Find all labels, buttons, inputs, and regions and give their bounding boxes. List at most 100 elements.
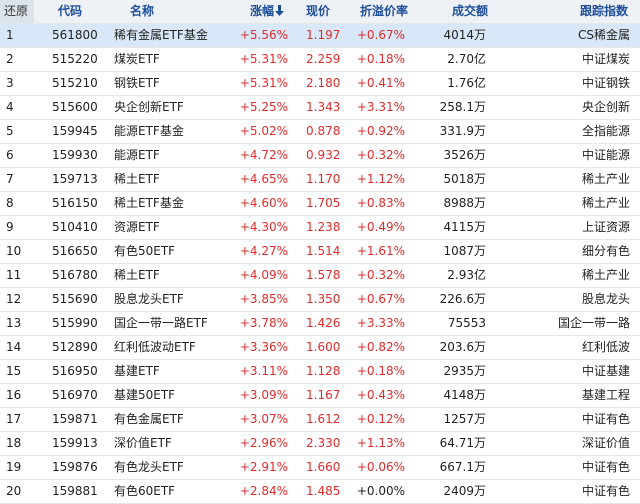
premium: +0.12% <box>356 412 405 426</box>
change: +3.07% <box>239 412 288 426</box>
table-row[interactable]: 14 512890 红利低波动ETF +3.36% 1.600 +0.82% 203.6万 红… <box>0 336 640 360</box>
index: 10 <box>6 244 22 258</box>
change: +4.30% <box>239 220 288 234</box>
table-row[interactable]: 20 159881 有色60ETF +2.84% 1.485 +0.00% 2409万 中证有… <box>0 480 640 504</box>
premium: +0.32% <box>356 148 405 162</box>
turnover: 75553 <box>447 316 486 330</box>
table-row[interactable]: 3 515210 钢铁ETF +5.31% 2.180 +0.41% 1.76亿 中证钢铁 <box>0 72 640 96</box>
tracking-index: 红利低波 <box>581 340 630 354</box>
table-row[interactable]: 4 515600 央企创新ETF +5.25% 1.343 +3.31% 258.1万 央企创… <box>0 96 640 120</box>
table-row[interactable]: 6 159930 能源ETF +4.72% 0.932 +0.32% 3526万 中证能源 <box>0 144 640 168</box>
index: 8 <box>6 196 14 210</box>
price: 1.705 <box>306 196 341 210</box>
turnover: 4014万 <box>443 28 486 42</box>
tracking-index: 中证钢铁 <box>581 76 630 90</box>
price: 1.578 <box>306 268 341 282</box>
price: 0.932 <box>306 148 341 162</box>
table-row[interactable]: 17 159871 有色金属ETF +3.07% 1.612 +0.12% 1257万 中证有… <box>0 408 640 432</box>
tracking-index: 稀土产业 <box>581 268 630 282</box>
header-change[interactable]: 涨幅 <box>250 0 284 23</box>
name: 稀土ETF <box>114 268 160 282</box>
table-row[interactable]: 5 159945 能源ETF基金 +5.02% 0.878 +0.92% 331.9万 全指能… <box>0 120 640 144</box>
name: 有色金属ETF <box>114 412 184 426</box>
code: 159871 <box>52 412 98 426</box>
premium: +0.83% <box>356 196 405 210</box>
tracking-index: CS稀金属 <box>578 28 630 42</box>
turnover: 5018万 <box>443 172 486 186</box>
change: +4.65% <box>239 172 288 186</box>
header-tracking-index[interactable]: 跟踪指数 <box>580 0 628 23</box>
index: 13 <box>6 316 22 330</box>
header-text: 跟踪指数 <box>579 4 628 18</box>
table-row[interactable]: 1 561800 稀有金属ETF基金 +5.56% 1.197 +0.67% 4014万 CS… <box>0 24 640 48</box>
price: 1.128 <box>306 364 341 378</box>
turnover: 331.9万 <box>439 124 486 138</box>
header-index[interactable]: 还原 <box>0 0 34 23</box>
price: 2.330 <box>306 436 341 450</box>
index: 9 <box>6 220 14 234</box>
index: 2 <box>6 52 14 66</box>
change: +3.09% <box>239 388 288 402</box>
tracking-index: 国企一带一路 <box>557 316 630 330</box>
change: +2.91% <box>239 460 288 474</box>
tracking-index: 股息龙头 <box>581 292 630 306</box>
header-row: 还原 代码 名称 涨幅 现价 折溢价率 成交额 跟踪指数 <box>0 0 640 24</box>
table-row[interactable]: 18 159913 深价值ETF +2.96% 2.330 +1.13% 64.71万 深证价… <box>0 432 640 456</box>
table-row[interactable]: 8 516150 稀土ETF基金 +4.60% 1.705 +0.83% 8988万 稀土产业 <box>0 192 640 216</box>
header-code[interactable]: 代码 <box>58 0 82 23</box>
index: 4 <box>6 100 14 114</box>
turnover: 4148万 <box>443 388 486 402</box>
header-price[interactable]: 现价 <box>306 0 330 23</box>
tracking-index: 中证有色 <box>581 484 630 498</box>
price: 1.197 <box>306 28 341 42</box>
price: 1.170 <box>306 172 341 186</box>
name: 深价值ETF <box>114 436 172 450</box>
price: 1.238 <box>306 220 341 234</box>
change: +4.27% <box>239 244 288 258</box>
code: 159713 <box>52 172 98 186</box>
premium: +1.12% <box>356 172 405 186</box>
turnover: 1087万 <box>443 244 486 258</box>
premium: +0.49% <box>356 220 405 234</box>
tracking-index: 细分有色 <box>581 244 630 258</box>
change: +4.60% <box>239 196 288 210</box>
turnover: 8988万 <box>443 196 486 210</box>
turnover: 2.70亿 <box>447 52 486 66</box>
premium: +0.18% <box>356 364 405 378</box>
tracking-index: 中证能源 <box>581 148 630 162</box>
table-row[interactable]: 7 159713 稀土ETF +4.65% 1.170 +1.12% 5018万 稀土产业 <box>0 168 640 192</box>
header-name[interactable]: 名称 <box>130 0 154 23</box>
code: 516650 <box>52 244 98 258</box>
price: 2.180 <box>306 76 341 90</box>
turnover: 4115万 <box>443 220 486 234</box>
table-row[interactable]: 12 515690 股息龙头ETF +3.85% 1.350 +0.67% 226.6万 股息… <box>0 288 640 312</box>
change: +5.25% <box>239 100 288 114</box>
table-row[interactable]: 15 516950 基建ETF +3.11% 1.128 +0.18% 2935万 中证基建 <box>0 360 640 384</box>
table-row[interactable]: 13 515990 国企一带一路ETF +3.78% 1.426 +3.33% 75553 国… <box>0 312 640 336</box>
table-row[interactable]: 9 510410 资源ETF +4.30% 1.238 +0.49% 4115万 上证资源 <box>0 216 640 240</box>
change: +5.02% <box>239 124 288 138</box>
sort-arrow <box>275 5 284 16</box>
code: 515210 <box>52 76 98 90</box>
price: 1.167 <box>306 388 341 402</box>
turnover: 3526万 <box>443 148 486 162</box>
header-turnover[interactable]: 成交额 <box>452 0 488 23</box>
index: 15 <box>6 364 22 378</box>
turnover: 2.93亿 <box>447 268 486 282</box>
name: 资源ETF <box>114 220 160 234</box>
price: 1.612 <box>306 412 341 426</box>
code: 510410 <box>52 220 98 234</box>
tracking-index: 全指能源 <box>581 124 630 138</box>
code: 515690 <box>52 292 98 306</box>
table-row[interactable]: 10 516650 有色50ETF +4.27% 1.514 +1.61% 1087万 细分有… <box>0 240 640 264</box>
table-row[interactable]: 11 516780 稀土ETF +4.09% 1.578 +0.32% 2.93亿 稀土产业 <box>0 264 640 288</box>
table-row[interactable]: 19 159876 有色龙头ETF +2.91% 1.660 +0.06% 667.1万 中证… <box>0 456 640 480</box>
table-row[interactable]: 16 516970 基建50ETF +3.09% 1.167 +0.43% 4148万 基建工… <box>0 384 640 408</box>
table-row[interactable]: 2 515220 煤炭ETF +5.31% 2.259 +0.18% 2.70亿 中证煤炭 <box>0 48 640 72</box>
header-premium[interactable]: 折溢价率 <box>360 0 408 23</box>
price: 1.660 <box>306 460 341 474</box>
turnover: 1.76亿 <box>447 76 486 90</box>
turnover: 2935万 <box>443 364 486 378</box>
